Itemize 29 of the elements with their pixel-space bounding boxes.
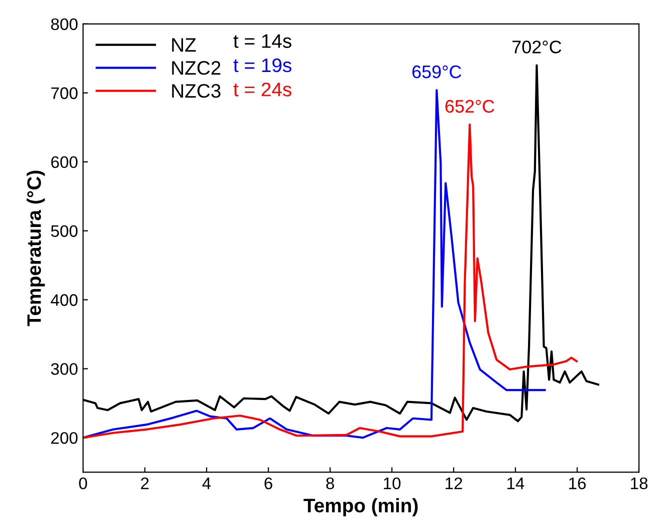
line-series [83,124,578,439]
y-tick-label: 500 [51,225,78,238]
x-tick-label: 2 [141,477,149,490]
legend-label: NZ [172,38,196,52]
annotation: t = 24s [233,82,292,96]
x-tick-label: 4 [202,478,211,490]
legend-label: NZC3 [172,84,220,98]
x-tick-label: 6 [264,477,272,490]
annotation: 652°C [445,100,494,113]
x-axis-title: Tempo (min) [304,498,418,516]
y-tick-label: 400 [50,294,78,306]
y-tick-label: 300 [51,363,78,375]
annotation: 702°C [512,40,562,54]
x-tick-label: 12 [446,477,462,490]
y-tick-label: 200 [51,432,78,444]
x-tick-label: 8 [326,477,334,490]
x-tick-label: 16 [569,477,586,490]
y-tick-label: 800 [51,18,78,30]
y-tick-label: 600 [51,156,78,168]
x-tick-label: 0 [79,477,88,490]
legend-label: NZC2 [172,61,220,75]
x-tick-label: 14 [507,478,524,490]
annotation: t = 19s [233,58,292,72]
x-tick-label: 10 [384,477,401,490]
x-tick-label: 18 [630,477,648,490]
annotation: t = 14s [233,34,292,48]
annotation: 659°C [412,65,462,78]
y-tick-label: 700 [51,87,78,100]
y-axis-title: Temperatura (°C) [26,170,45,326]
